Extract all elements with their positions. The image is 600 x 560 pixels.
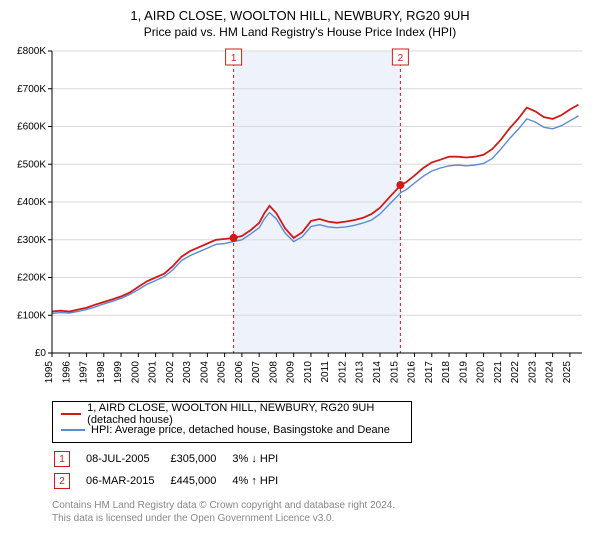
legend-item: 1, AIRD CLOSE, WOOLTON HILL, NEWBURY, RG… — [61, 406, 403, 422]
svg-text:2013: 2013 — [355, 361, 366, 384]
svg-text:2024: 2024 — [545, 361, 556, 384]
event-badge: 2 — [54, 473, 70, 489]
legend: 1, AIRD CLOSE, WOOLTON HILL, NEWBURY, RG… — [52, 401, 412, 443]
page-subtitle: Price paid vs. HM Land Registry's House … — [8, 25, 592, 39]
svg-text:1995: 1995 — [44, 361, 55, 384]
svg-text:2015: 2015 — [389, 361, 400, 384]
svg-text:£600K: £600K — [17, 122, 46, 133]
svg-text:2001: 2001 — [148, 361, 159, 384]
page-title: 1, AIRD CLOSE, WOOLTON HILL, NEWBURY, RG… — [8, 8, 592, 23]
event-delta: 3% ↓ HPI — [232, 449, 292, 469]
svg-text:1999: 1999 — [113, 361, 124, 384]
svg-text:2016: 2016 — [407, 361, 418, 384]
legend-swatch — [61, 429, 85, 431]
svg-text:£0: £0 — [35, 348, 47, 359]
events-table: 1 08-JUL-2005£305,0003% ↓ HPI 2 06-MAR-2015… — [52, 447, 294, 493]
svg-text:2010: 2010 — [303, 361, 314, 384]
svg-text:2017: 2017 — [424, 361, 435, 384]
footer-text: Contains HM Land Registry data © Crown c… — [52, 499, 592, 525]
svg-text:2002: 2002 — [165, 361, 176, 384]
event-price: £445,000 — [170, 471, 230, 491]
svg-text:1998: 1998 — [96, 361, 107, 384]
svg-text:2025: 2025 — [562, 361, 573, 384]
event-delta: 4% ↑ HPI — [232, 471, 292, 491]
legend-label: 1, AIRD CLOSE, WOOLTON HILL, NEWBURY, RG… — [87, 402, 403, 426]
legend-swatch — [61, 413, 81, 415]
svg-text:2000: 2000 — [130, 361, 141, 384]
svg-text:2014: 2014 — [372, 361, 383, 384]
svg-text:1996: 1996 — [61, 361, 72, 384]
svg-text:£500K: £500K — [17, 159, 46, 170]
svg-text:£300K: £300K — [17, 235, 46, 246]
svg-text:£100K: £100K — [17, 310, 46, 321]
event-badge: 1 — [54, 451, 70, 467]
svg-text:£800K: £800K — [17, 46, 46, 57]
event-row: 2 06-MAR-2015£445,0004% ↑ HPI — [54, 471, 292, 491]
svg-text:2008: 2008 — [268, 361, 279, 384]
svg-text:2019: 2019 — [458, 361, 469, 384]
svg-text:£200K: £200K — [17, 273, 46, 284]
legend-item: HPI: Average price, detached house, Basi… — [61, 422, 403, 438]
svg-text:2006: 2006 — [234, 361, 245, 384]
footer-line-2: This data is licensed under the Open Gov… — [52, 512, 592, 525]
event-date: 08-JUL-2005 — [86, 449, 168, 469]
svg-text:2012: 2012 — [337, 361, 348, 384]
svg-text:2003: 2003 — [182, 361, 193, 384]
svg-text:£400K: £400K — [17, 197, 46, 208]
svg-text:2007: 2007 — [251, 361, 262, 384]
svg-text:2022: 2022 — [510, 361, 521, 384]
svg-text:2018: 2018 — [441, 361, 452, 384]
svg-text:2023: 2023 — [527, 361, 538, 384]
footer-line-1: Contains HM Land Registry data © Crown c… — [52, 499, 592, 512]
event-date: 06-MAR-2015 — [86, 471, 168, 491]
chart-svg: 1 2 £0 £100K £200K £300K £400K £500K £600K £700K £… — [8, 45, 592, 395]
svg-text:2011: 2011 — [320, 361, 331, 383]
legend-label: HPI: Average price, detached house, Basi… — [91, 424, 390, 436]
event-price: £305,000 — [170, 449, 230, 469]
svg-text:2009: 2009 — [286, 361, 297, 384]
svg-text:2021: 2021 — [493, 361, 504, 384]
price-chart: 1 2 £0 £100K £200K £300K £400K £500K £600K £700K £… — [8, 45, 592, 395]
svg-text:1: 1 — [231, 53, 237, 64]
svg-text:2: 2 — [398, 53, 404, 64]
event-row: 1 08-JUL-2005£305,0003% ↓ HPI — [54, 449, 292, 469]
svg-text:£700K: £700K — [17, 84, 46, 95]
svg-text:2005: 2005 — [217, 361, 228, 384]
svg-text:2020: 2020 — [476, 361, 487, 384]
svg-text:2004: 2004 — [199, 361, 210, 384]
svg-text:1997: 1997 — [79, 361, 90, 384]
